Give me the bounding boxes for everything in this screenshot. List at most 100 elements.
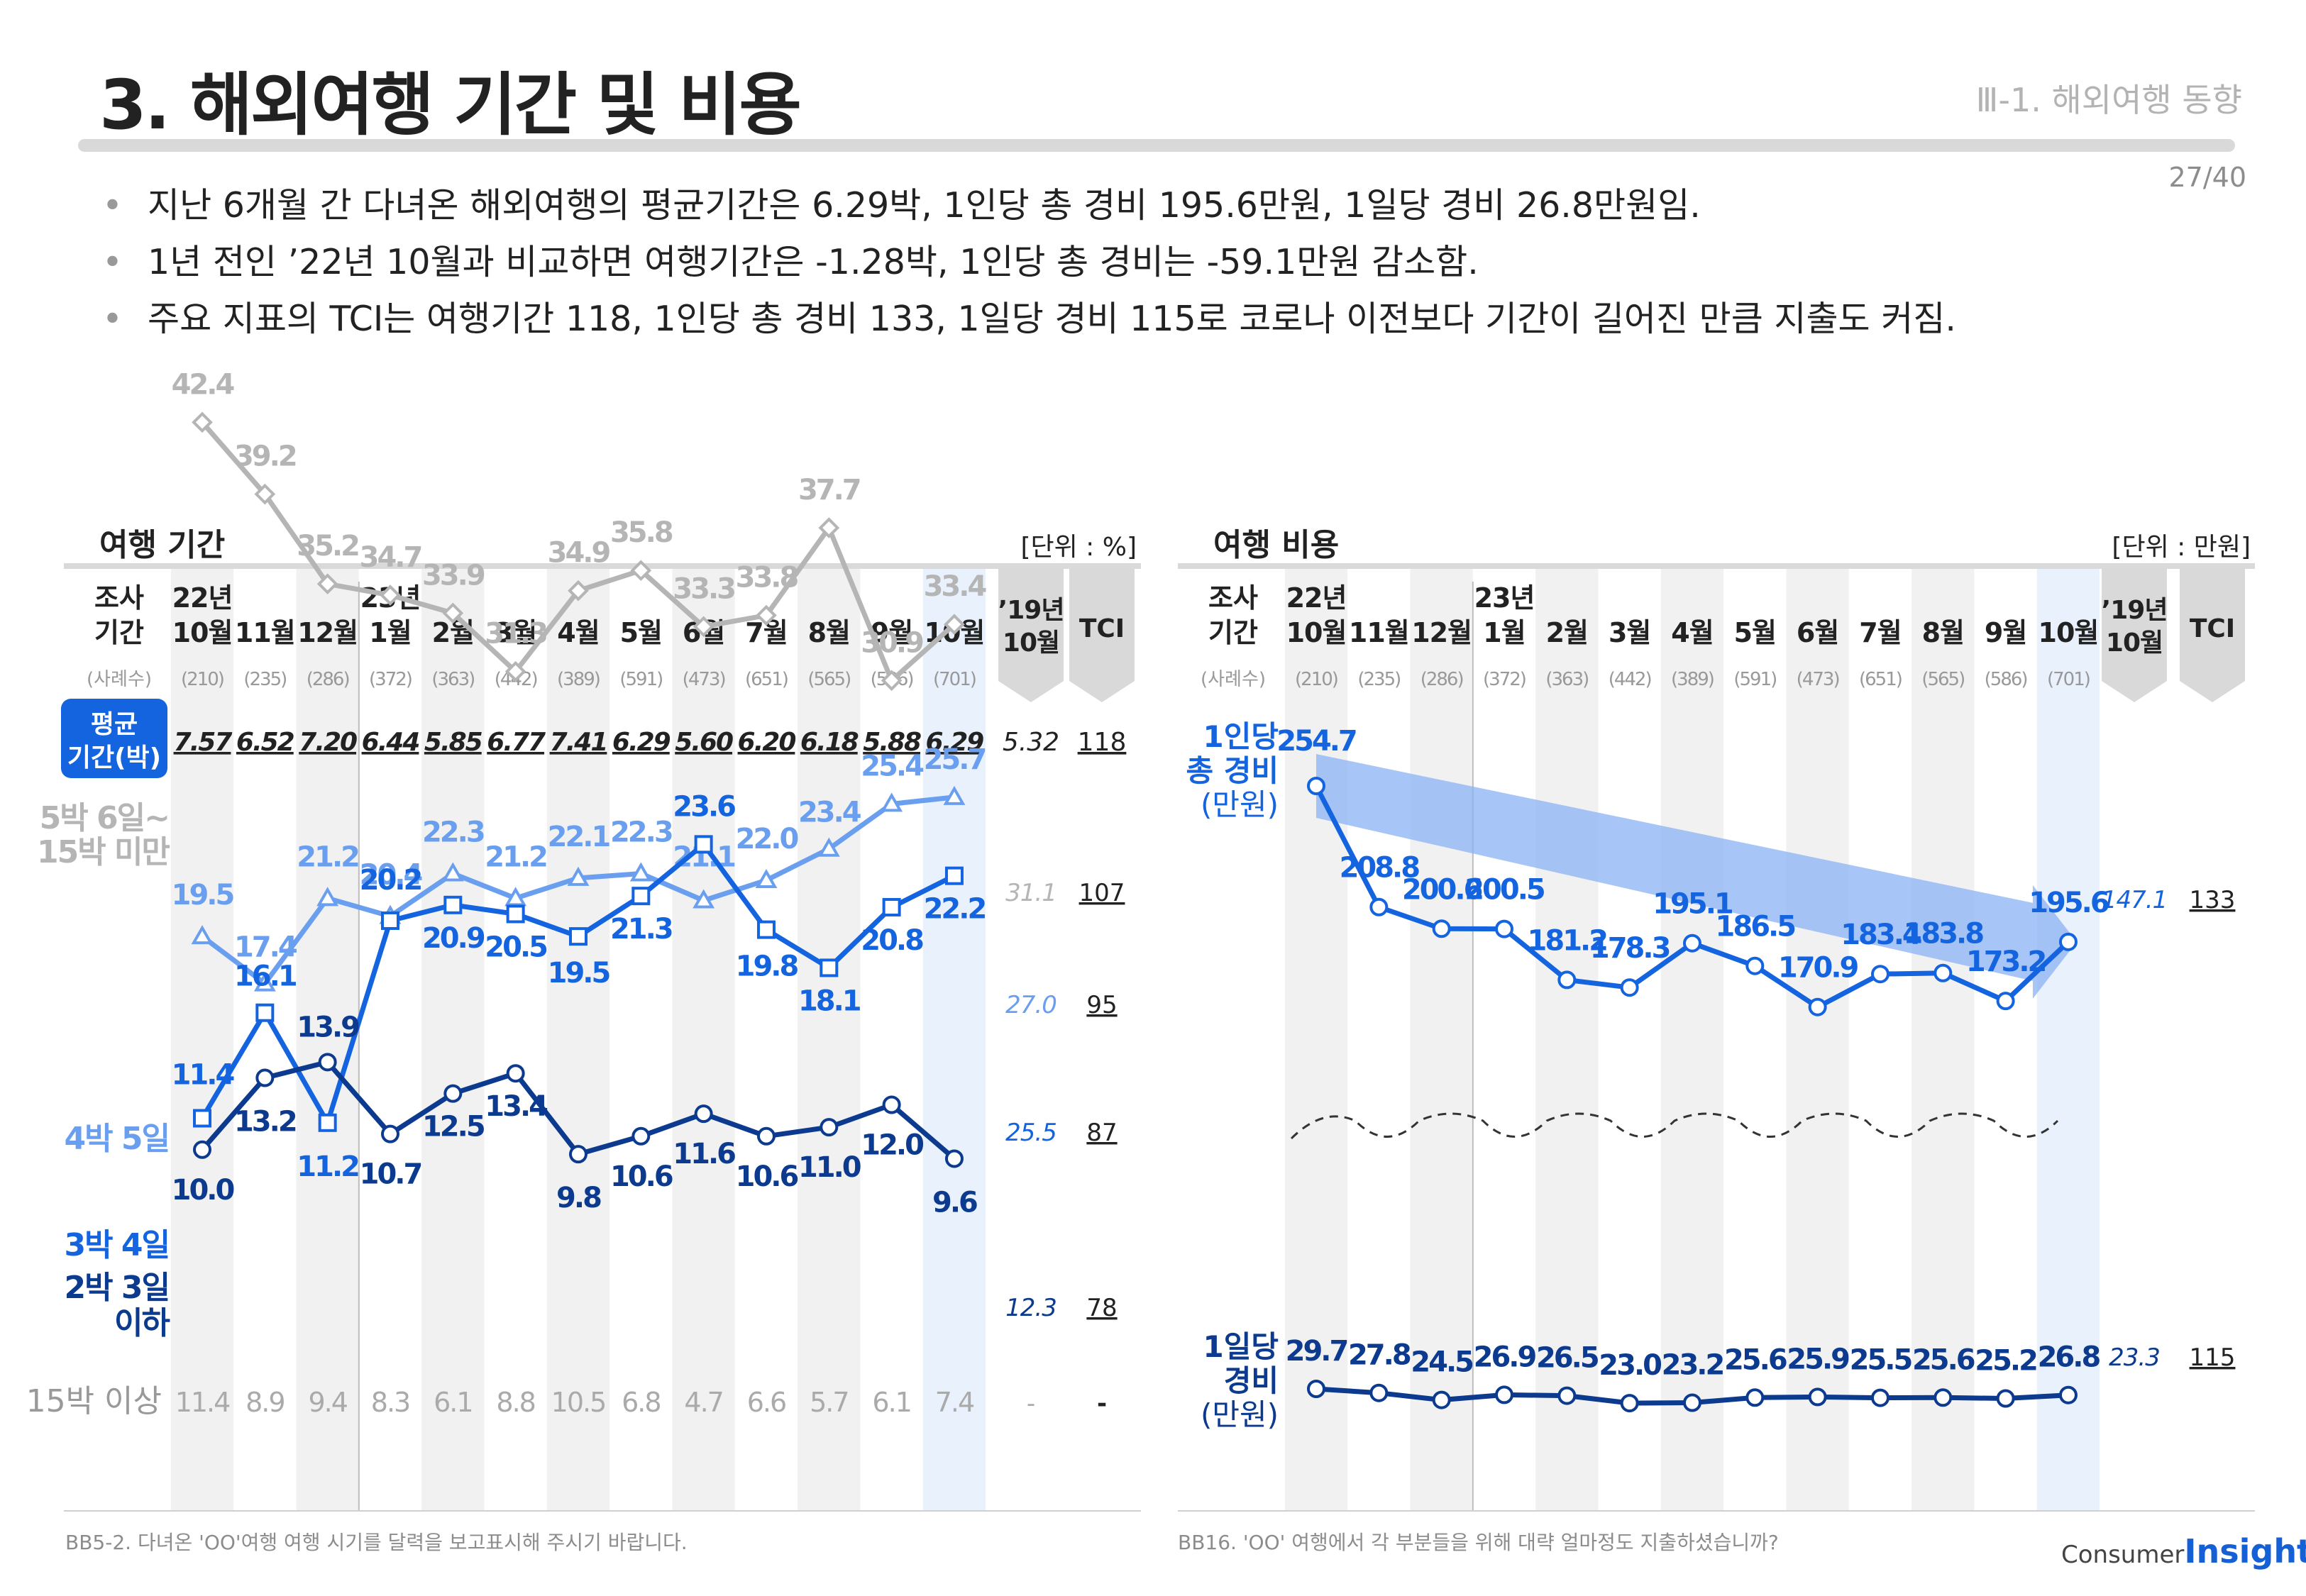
avg-value: 6.20 (738, 728, 796, 757)
sample-size: (286) (1420, 669, 1463, 690)
total-cost-per-person-value-label: 200.6 (1402, 873, 1482, 906)
column-band (170, 567, 234, 1511)
sample-size: (565) (807, 669, 850, 690)
series-name-label: 1인당 (1203, 719, 1279, 754)
stay-2n3d-under-marker (193, 1140, 211, 1159)
total-cost-per-person-value-label: 195.1 (1653, 888, 1733, 921)
sample-size: (210) (1295, 669, 1337, 690)
avg-value: 6.44 (362, 728, 419, 757)
column-band (798, 567, 861, 1511)
month-label: 5월 (1734, 617, 1776, 648)
stay-2n3d-under-value-label: 9.6 (932, 1186, 977, 1219)
daily-cost-marker (1808, 1387, 1827, 1407)
text-row-value: 6.6 (747, 1387, 785, 1418)
sample-size: (473) (683, 669, 725, 690)
stay-3n4d-marker (820, 958, 839, 977)
reference-header-tab (2102, 567, 2167, 702)
sample-size-label: (사례수) (1201, 669, 1266, 690)
stay-3n4d-reference-value: 25.5 (1005, 1119, 1057, 1147)
stay-5n6d-15n-value-label: 35.2 (297, 530, 358, 563)
stay-2n3d-under-value-label: 10.0 (172, 1174, 234, 1207)
panel-top-rule (64, 563, 1141, 569)
stay-5n6d-15n-marker (818, 517, 840, 538)
total-cost-per-person-marker (1745, 956, 1765, 975)
stay-3n4d-marker (631, 887, 651, 906)
total-cost-per-person-value-label: 195.6 (2029, 887, 2109, 919)
avg-value: 7.20 (299, 728, 357, 757)
column-band (922, 567, 986, 1511)
stay-2n3d-under-marker (820, 1118, 839, 1137)
logo-word-consumer: Consumer (2061, 1541, 2185, 1569)
stay-4n5d-value-label: 25.4 (861, 750, 923, 782)
column-band (1786, 567, 1849, 1511)
total-cost-per-person-value-label: 186.5 (1716, 911, 1796, 943)
sample-size: (701) (2047, 669, 2090, 690)
stay-2n3d-under-value-label: 13.4 (485, 1090, 547, 1123)
slide-title: 3. 해외여행 기간 및 비용 (99, 65, 802, 145)
month-label: 1월 (369, 617, 411, 648)
series-name-label: 5박 6일~ (40, 800, 169, 836)
stay-5n6d-15n-marker (693, 616, 715, 638)
column-band (2036, 567, 2100, 1511)
stay-5n6d-15n-value-label: 34.7 (360, 541, 421, 574)
series-name-label: 1일당 (1203, 1329, 1279, 1364)
text-row-value: 10.5 (551, 1387, 606, 1418)
stay-3n4d-marker (882, 897, 901, 916)
left-chart-note: BB5-2. 다녀온 'OO'여행 여행 시기를 달력을 보고표시해 주시기 바… (65, 1531, 688, 1554)
daily-cost-marker (2058, 1385, 2078, 1404)
stay-2n3d-under-marker (380, 1124, 399, 1143)
stay-5n6d-15n-marker (192, 411, 213, 433)
text-row-value: 7.4 (935, 1387, 974, 1418)
text-row-reference: - (1027, 1390, 1035, 1418)
stay-3n4d-marker (318, 1113, 337, 1132)
stay-3n4d-value-label: 11.4 (172, 1058, 234, 1091)
year-label: 23년 (1474, 582, 1535, 614)
month-label: 10월 (1286, 617, 1347, 648)
text-row-value: 6.1 (434, 1387, 472, 1418)
stay-5n6d-15n-value-label: 33.9 (422, 559, 485, 592)
month-label: 11월 (235, 617, 295, 648)
daily-cost-value-label: 29.7 (1286, 1335, 1347, 1368)
stay-5n6d-15n-marker (254, 483, 276, 505)
panel-top-rule (1178, 563, 2255, 569)
reference-header-tab (998, 567, 1064, 702)
stay-3n4d-value-label: 19.5 (548, 957, 610, 990)
total-cost-per-person-value-label: 178.3 (1590, 932, 1670, 965)
total-cost-per-person-reference-value: 147.1 (2102, 886, 2167, 914)
daily-cost-marker (1620, 1394, 1639, 1413)
sample-size: (363) (1545, 669, 1588, 690)
tci-label: TCI (2190, 614, 2235, 643)
stay-2n3d-under-value-label: 10.7 (360, 1158, 421, 1191)
total-cost-per-person-marker (1620, 978, 1639, 997)
column-band (1284, 567, 1348, 1511)
daily-cost-tci-value: 115 (2190, 1343, 2236, 1372)
stay-3n4d-value-label: 23.6 (673, 790, 735, 823)
column-band (1410, 567, 1473, 1511)
stay-2n3d-under-marker (694, 1104, 713, 1124)
series-name-label: 4박 5일 (64, 1121, 169, 1157)
total-cost-per-person-marker (1996, 992, 2015, 1011)
summary-list: 지난 6개월 간 다녀온 해외여행의 평균기간은 6.29박, 1인당 총 경비… (99, 177, 1956, 348)
stay-4n5d-marker (943, 785, 966, 805)
series-name-label: 2박 3일 (64, 1270, 169, 1306)
total-cost-per-person-marker (1557, 970, 1577, 990)
stay-4n5d-value-label: 22.1 (548, 821, 610, 853)
daily-cost-marker (1682, 1393, 1701, 1412)
month-label: 3월 (495, 617, 536, 648)
stay-2n3d-under-value-label: 13.2 (234, 1106, 296, 1138)
series-name-label: 경비 (1224, 1363, 1279, 1398)
stay-3n4d-value-label: 11.2 (297, 1151, 358, 1183)
stay-4n5d-value-label: 20.4 (360, 859, 422, 892)
stay-2n3d-under-value-label: 11.6 (673, 1138, 735, 1170)
total-cost-per-person-marker (1369, 897, 1389, 916)
stay-4n5d-marker (881, 792, 903, 812)
daily-cost-marker (1557, 1386, 1577, 1405)
daily-cost-value-label: 26.8 (2038, 1341, 2100, 1374)
total-cost-per-person-tci-value: 133 (2190, 886, 2236, 914)
column-band (421, 567, 485, 1511)
column-band (1660, 567, 1724, 1511)
stay-4n5d-marker (441, 862, 464, 882)
reference-label: ’19년 (2102, 596, 2168, 625)
stay-3n4d-marker (944, 866, 964, 885)
stay-4n5d-value-label: 21.2 (485, 841, 546, 873)
